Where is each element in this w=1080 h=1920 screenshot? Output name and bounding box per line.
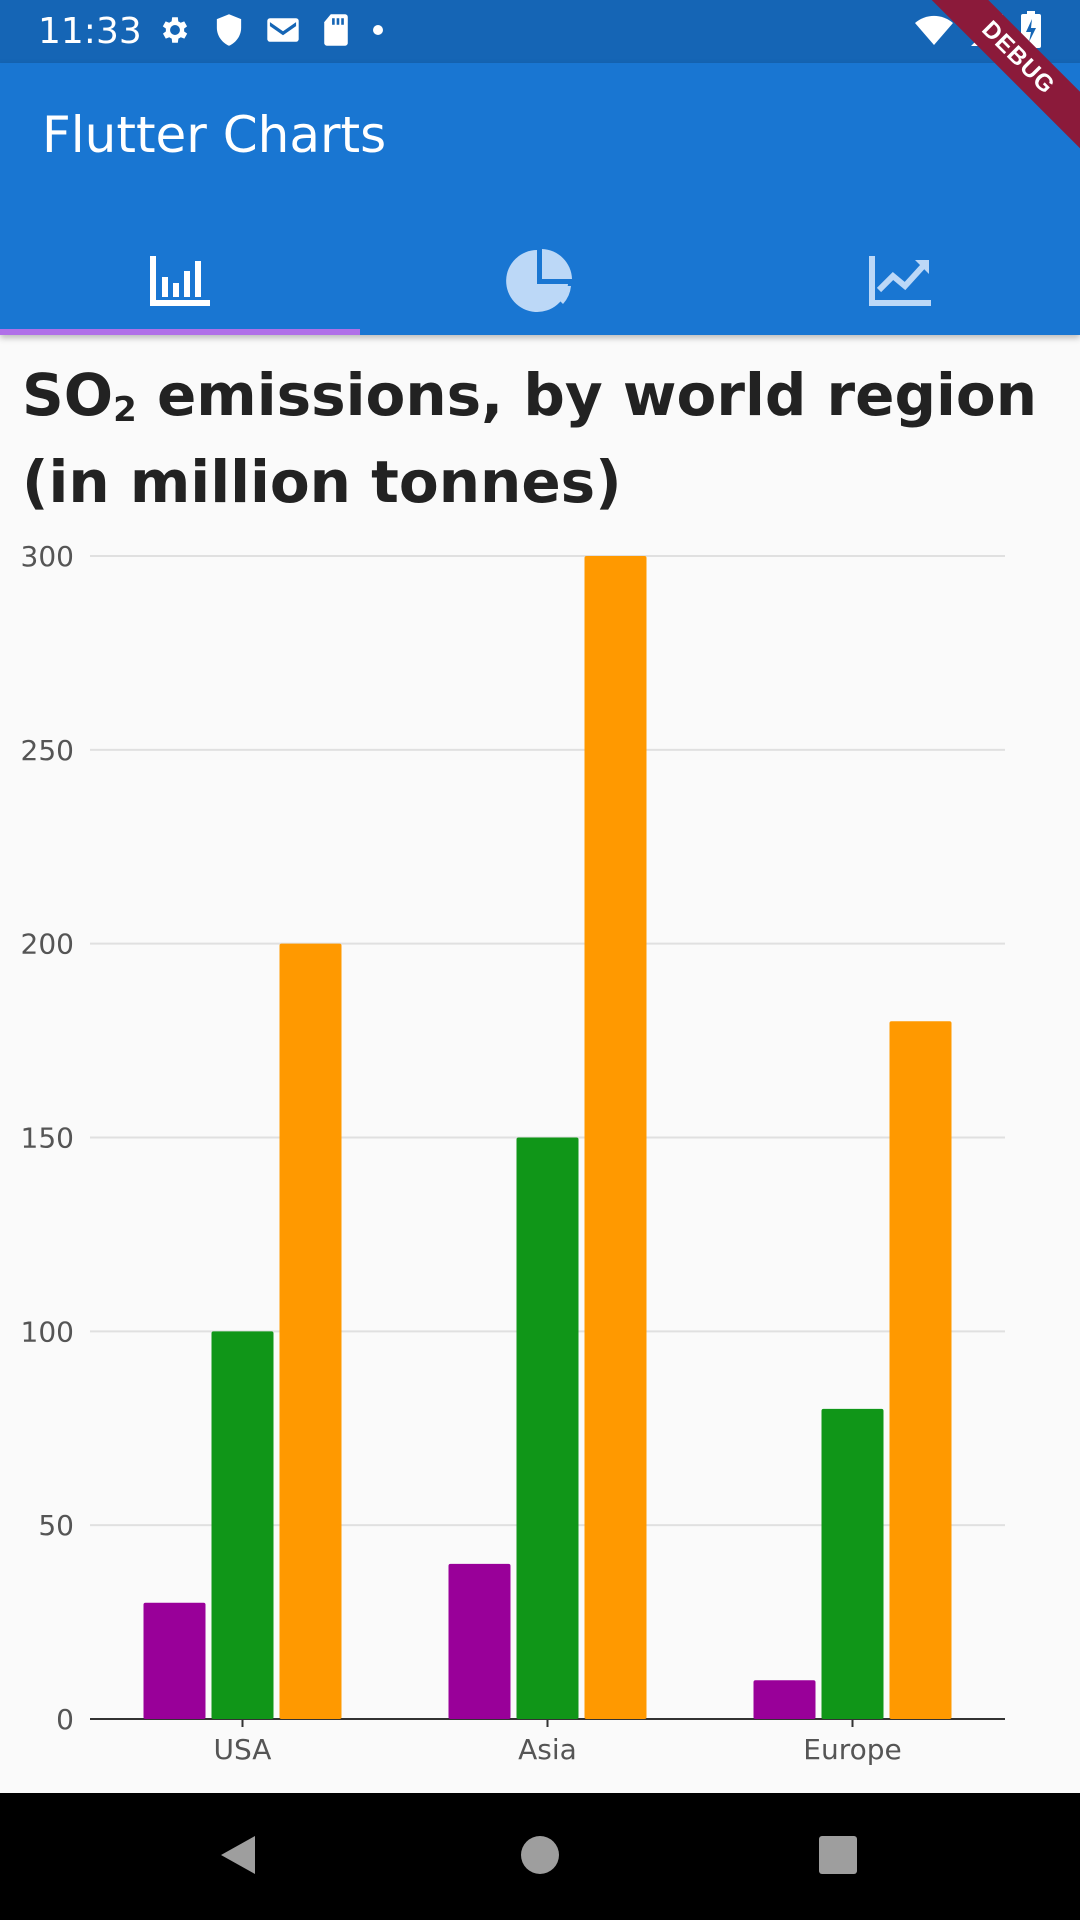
gmail-icon: [266, 16, 300, 49]
y-tick-label: 250: [21, 734, 74, 767]
status-icons-left: [158, 13, 384, 52]
home-button[interactable]: [502, 1819, 578, 1895]
back-icon: [213, 1830, 263, 1885]
shield-icon: [214, 13, 244, 52]
pie-chart-icon: [505, 246, 575, 321]
chart-page: SO2 emissions, by world region (in milli…: [0, 335, 1080, 1793]
bar-asia-series-2: [516, 1137, 579, 1719]
chart-title: SO2 emissions, by world region (in milli…: [22, 359, 1042, 518]
chart-title-subscript: 2: [113, 390, 137, 430]
line-chart-icon: [867, 254, 933, 313]
y-tick-label: 0: [56, 1703, 74, 1736]
dot-icon: [372, 23, 384, 41]
recents-icon: [817, 1834, 859, 1881]
tab-bar-chart[interactable]: [0, 231, 360, 335]
wifi-icon: [914, 14, 954, 51]
app-bar: Flutter Charts: [0, 63, 1080, 335]
bar-chart: 0 50 100 150 200 250 300 USA Asia Europe: [21, 540, 1005, 1766]
tab-indicator: [0, 329, 360, 335]
bar-usa-series-2: [211, 1331, 274, 1719]
bar-usa-series-1: [143, 1602, 206, 1719]
recents-button[interactable]: [800, 1819, 876, 1895]
y-tick-label: 300: [21, 540, 74, 573]
y-tick-label: 200: [21, 928, 74, 961]
bar-europe-series-3: [889, 1021, 952, 1719]
sd-card-icon: [322, 13, 350, 52]
y-tick-label: 50: [38, 1509, 74, 1542]
navigation-bar: [0, 1793, 1080, 1920]
status-time: 11:33: [38, 11, 142, 52]
x-tick-label: Europe: [803, 1733, 901, 1766]
bar-europe-series-1: [753, 1680, 816, 1719]
tab-line-chart[interactable]: [720, 231, 1080, 335]
app-title: Flutter Charts: [42, 106, 387, 164]
gear-icon: [158, 13, 192, 52]
status-bar: 11:33 DEBUG: [0, 0, 1080, 150]
home-icon: [519, 1834, 561, 1881]
x-tick-label: Asia: [518, 1733, 577, 1766]
bar-europe-series-2: [821, 1408, 884, 1719]
bar-asia-series-1: [448, 1563, 511, 1719]
bar-chart-icon: [147, 253, 213, 314]
chart-title-main: SO: [22, 361, 114, 429]
x-tick-label: USA: [214, 1733, 272, 1766]
bar-asia-series-3: [584, 556, 647, 1719]
tab-pie-chart[interactable]: [360, 231, 720, 335]
y-tick-label: 150: [21, 1122, 74, 1155]
chart-title-rest: emissions, by world region (in million t…: [22, 361, 1038, 516]
y-tick-label: 100: [21, 1315, 74, 1348]
back-button[interactable]: [200, 1819, 276, 1895]
bar-usa-series-3: [279, 943, 342, 1719]
